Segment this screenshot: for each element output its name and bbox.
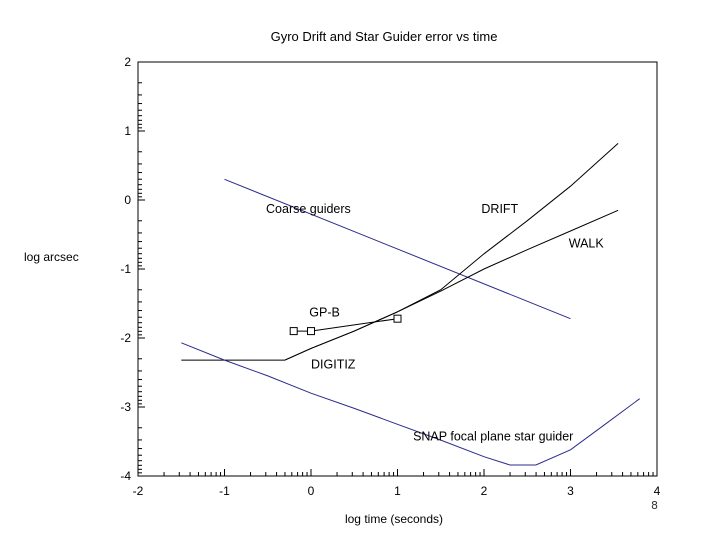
annotation-label: DIGITIZ — [311, 358, 356, 372]
series-marker — [289, 327, 298, 336]
annotation-label: SNAP focal plane star guider — [413, 429, 573, 443]
chart-title: Gyro Drift and Star Guider error vs time — [271, 29, 498, 44]
y-axis-label: log arcsec — [24, 250, 79, 264]
x-tick-label: 0 — [308, 484, 315, 498]
y-tick-label: -4 — [120, 469, 131, 483]
series-group — [181, 143, 640, 466]
annotation-label: DRIFT — [481, 202, 518, 216]
x-tick-label: -2 — [133, 484, 144, 498]
y-tick-label: -2 — [120, 331, 131, 345]
y-tick-label: 0 — [124, 193, 131, 207]
x-tick-label: 1 — [394, 484, 401, 498]
plot-frame — [137, 61, 658, 477]
page-number: 8 — [651, 499, 658, 512]
series-marker — [393, 314, 402, 323]
y-tick-label: 2 — [124, 55, 131, 69]
annotation-label: WALK — [569, 236, 605, 250]
series-marker — [307, 327, 315, 336]
x-tick-label: 2 — [481, 484, 488, 498]
y-tick-label: -3 — [120, 400, 131, 414]
y-tick-label: -1 — [120, 262, 131, 276]
x-tick-label: 3 — [567, 484, 574, 498]
annotation-label: GP-B — [309, 305, 340, 319]
axis-ticks: -2 -1 0 1 2 3 4 2 1 0 -1 -2 -3 -4 — [120, 55, 660, 498]
annotation-group: Coarse guiders DRIFT WALK GP-B DIGITIZ SNAP f… — [266, 202, 604, 444]
x-axis-label: log time (seconds) — [345, 512, 443, 526]
annotation-label: Coarse guiders — [266, 202, 351, 216]
x-tick-label: -1 — [219, 484, 230, 498]
y-tick-label: 1 — [124, 124, 131, 138]
series-line-5 — [181, 342, 640, 466]
series-line-0 — [224, 178, 571, 320]
x-tick-label: 4 — [654, 484, 661, 498]
series-line-2 — [284, 209, 619, 361]
